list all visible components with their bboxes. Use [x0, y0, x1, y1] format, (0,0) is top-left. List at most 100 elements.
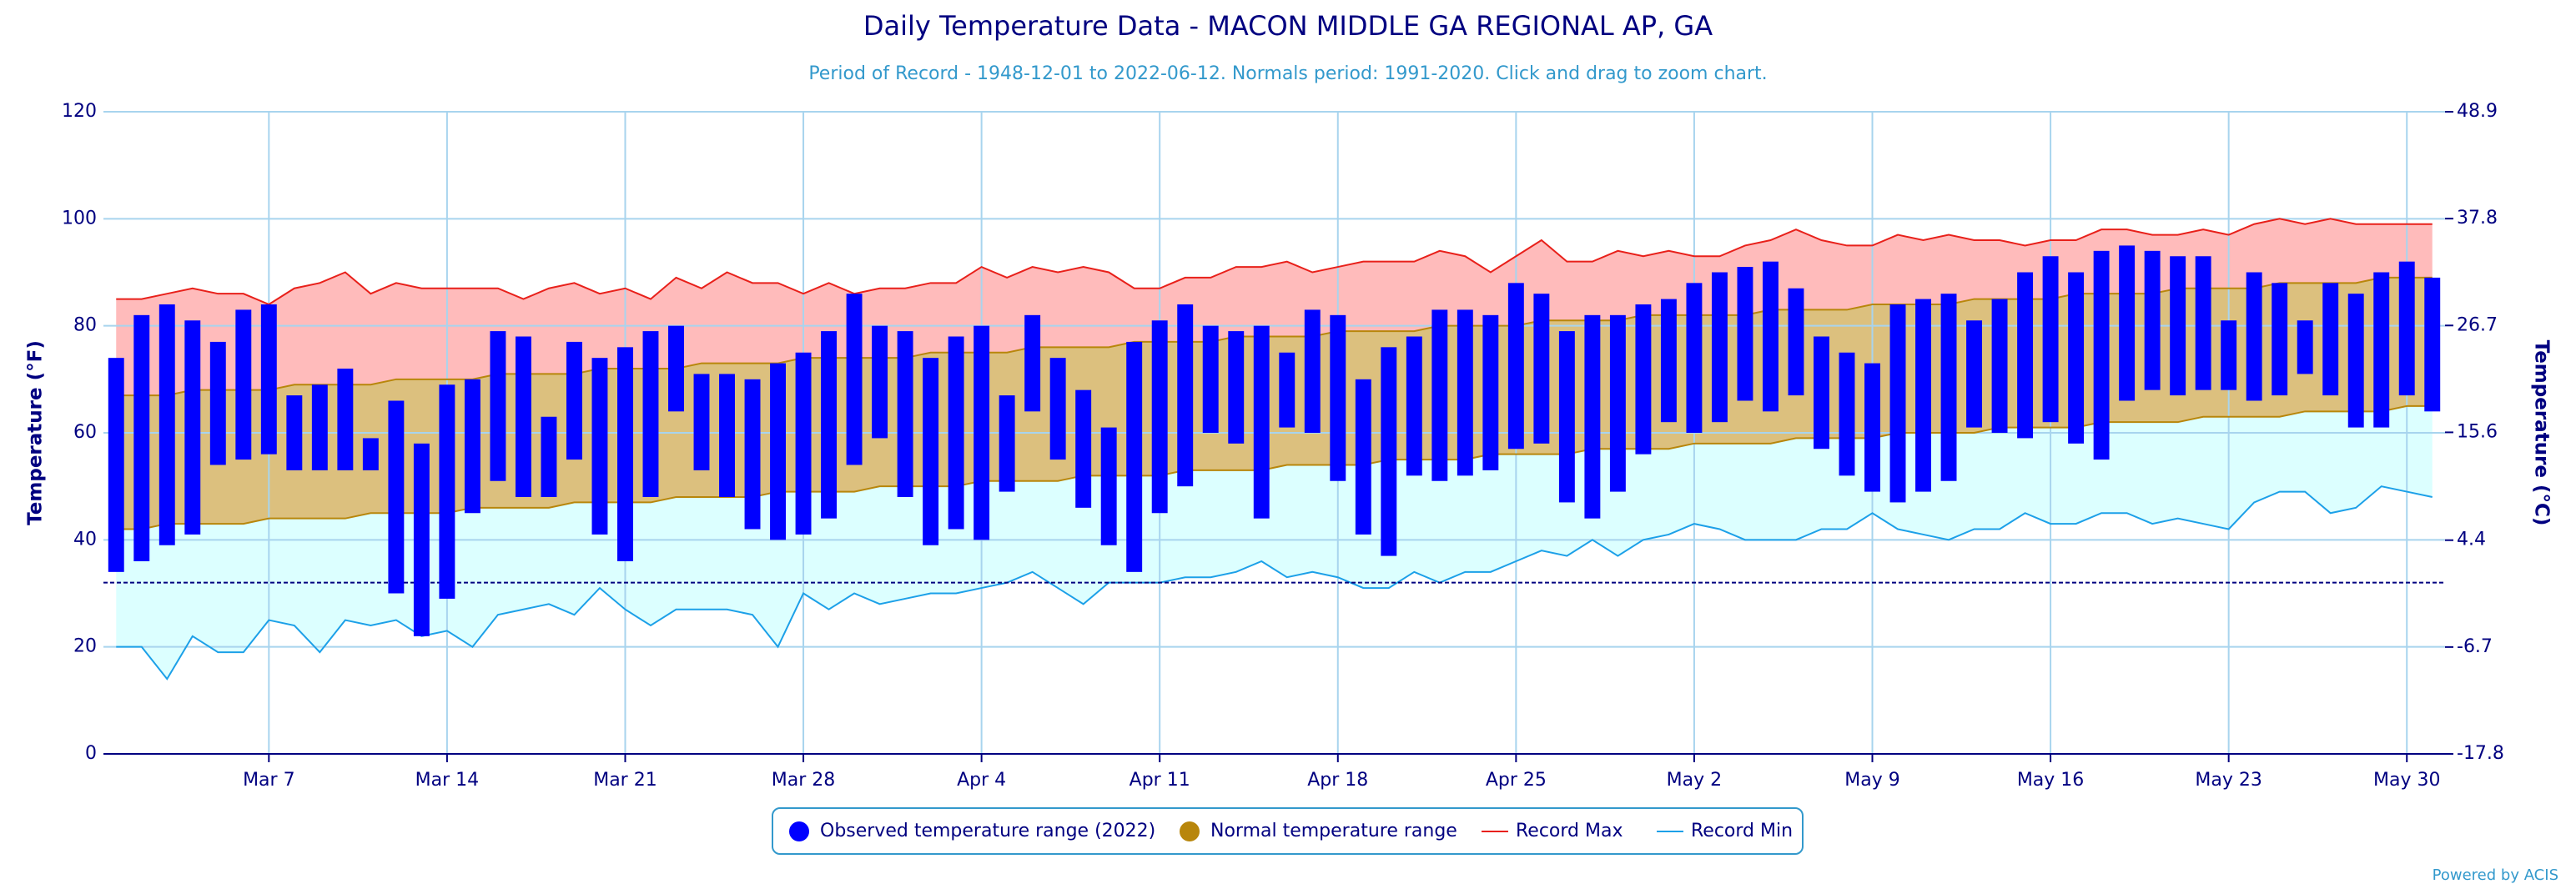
bar: [1991, 299, 2008, 433]
bar: [133, 314, 150, 561]
bar: [1864, 363, 1880, 492]
bar: [2398, 261, 2415, 396]
bar: [2144, 250, 2161, 390]
bar: [591, 358, 608, 535]
x-tick-label: Apr 25: [1486, 770, 1547, 791]
x-tick-label: May 2: [1667, 770, 1722, 791]
bar: [439, 384, 455, 599]
bar: [1126, 341, 1143, 572]
bar: [311, 384, 328, 470]
y-tick-label: 120: [62, 101, 97, 122]
bar: [1737, 267, 1753, 401]
bar: [541, 416, 557, 497]
y-tick-label: 80: [73, 315, 97, 336]
bar: [1915, 299, 1931, 492]
bar: [1711, 272, 1728, 423]
bar: [1686, 283, 1703, 433]
x-tick-label: Mar 7: [243, 770, 295, 791]
bar: [719, 374, 735, 497]
bar: [1940, 294, 1957, 481]
bar: [337, 369, 354, 470]
y-tick-label: 40: [73, 529, 97, 550]
bar: [642, 331, 659, 497]
x-tick-label: Mar 21: [593, 770, 657, 791]
x-tick-label: Apr 4: [957, 770, 1006, 791]
bar: [1788, 288, 1804, 396]
bar: [1609, 314, 1626, 492]
bar: [1279, 352, 1296, 428]
bar: [693, 374, 710, 470]
x-tick-label: May 30: [2373, 770, 2440, 791]
bar: [974, 325, 990, 540]
bar: [795, 352, 812, 535]
bar: [1482, 314, 1499, 470]
bar: [1100, 427, 1117, 545]
bar: [1558, 331, 1575, 503]
x-tick-label: Apr 11: [1130, 770, 1190, 791]
legend-marker: [1180, 821, 1200, 841]
chart-subtitle: Period of Record - 1948-12-01 to 2022-06…: [808, 63, 1767, 84]
record-max-line: [116, 218, 2433, 306]
bar: [2424, 277, 2441, 412]
bar: [1253, 325, 1270, 519]
bar: [260, 304, 277, 455]
bar: [923, 358, 939, 545]
y2-tick-label: 15.6: [2457, 421, 2498, 442]
bar: [1330, 314, 1346, 481]
bar: [286, 395, 303, 470]
bar: [1660, 299, 1677, 423]
bar: [1839, 352, 1855, 476]
normal-low-line: [116, 404, 2433, 530]
bar: [2347, 294, 2364, 428]
bar: [617, 347, 633, 561]
bar: [1507, 283, 1524, 450]
y2-tick-label: -6.7: [2457, 636, 2493, 657]
bar: [235, 309, 252, 460]
bar: [1966, 320, 1983, 428]
bar: [1177, 304, 1194, 487]
x-tick-label: Mar 14: [415, 770, 480, 791]
legend-label: Normal temperature range: [1210, 821, 1457, 841]
x-tick-label: Apr 18: [1307, 770, 1368, 791]
bar: [1355, 379, 1371, 535]
y-tick-label: 60: [73, 422, 97, 443]
bar: [184, 320, 201, 535]
bar: [2195, 256, 2211, 390]
legend-box: [772, 807, 1804, 855]
bar: [1406, 336, 1422, 476]
bar: [362, 438, 379, 470]
bar: [1533, 294, 1550, 444]
plot-area: [103, 111, 2445, 755]
bar: [1431, 309, 1448, 481]
record-min-line: [116, 485, 2433, 681]
bar: [2221, 320, 2237, 390]
bar: [2093, 250, 2110, 460]
bar: [388, 400, 405, 594]
y2-tick-label: -17.8: [2457, 743, 2504, 764]
x-tick-label: May 23: [2195, 770, 2262, 791]
bar: [1457, 309, 1473, 476]
bar: [1075, 389, 1092, 508]
y-tick-label: 20: [73, 636, 97, 657]
bar: [158, 304, 175, 545]
bar: [566, 341, 582, 460]
bar: [897, 331, 913, 497]
bar: [413, 443, 430, 636]
range-area: [116, 218, 2433, 396]
bar: [2170, 256, 2186, 396]
bar: [999, 395, 1015, 492]
chart-title: Daily Temperature Data - MACON MIDDLE GA…: [863, 10, 1713, 42]
legend-marker: [789, 821, 809, 841]
bar: [2119, 245, 2136, 401]
bar: [1814, 336, 1829, 450]
y-tick-label: 100: [62, 208, 97, 229]
y2-tick-label: 48.9: [2457, 101, 2498, 122]
bar: [108, 358, 124, 572]
legend-label: Record Min: [1691, 821, 1793, 841]
bar: [1024, 314, 1041, 412]
credit: Powered by ACIS: [2433, 866, 2558, 884]
y2-tick-label: 37.8: [2457, 208, 2498, 229]
bar: [1635, 304, 1652, 455]
